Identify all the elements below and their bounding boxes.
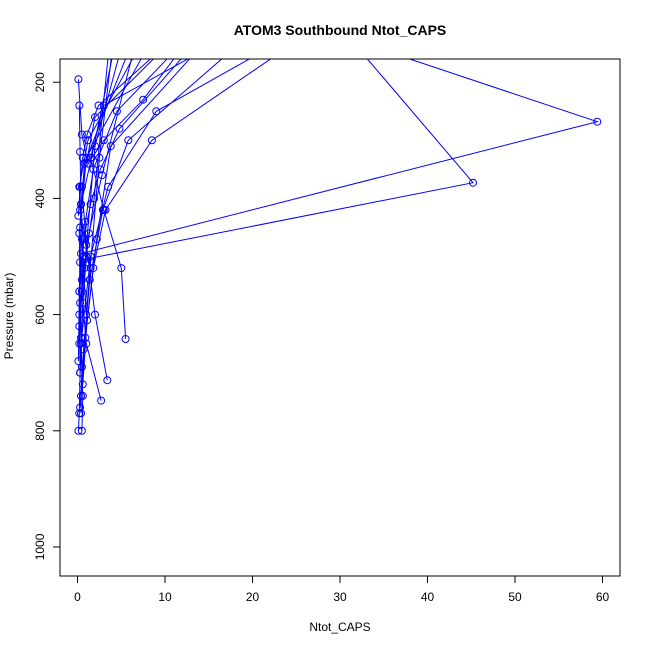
data-point: [86, 200, 95, 209]
profile-line-17: [77, 59, 152, 216]
data-point: [77, 200, 85, 209]
profile-line-7: [79, 59, 142, 401]
plot-frame: [59, 58, 621, 577]
chart-title: ATOM3 Southbound Ntot_CAPS: [234, 22, 447, 38]
data-point: [75, 101, 84, 110]
data-point: [147, 136, 156, 145]
data-layer: [74, 59, 602, 435]
data-point: [124, 136, 133, 145]
data-point: [76, 206, 85, 214]
data-point: [77, 130, 86, 139]
profile-line-20: [81, 59, 182, 280]
data-point: [74, 357, 83, 366]
y-tick-label: 400: [33, 188, 47, 208]
data-point: [101, 206, 110, 214]
data-point: [96, 165, 105, 174]
data-point: [77, 426, 86, 435]
y-tick-label: 800: [33, 420, 47, 440]
data-point: [115, 124, 124, 133]
x-axis-label: Ntot_CAPS: [309, 620, 370, 634]
data-point: [76, 403, 85, 412]
data-point: [97, 396, 106, 405]
x-tick-label: 50: [508, 590, 522, 604]
data-point: [87, 153, 96, 162]
data-point: [91, 310, 99, 319]
x-tick-label: 40: [421, 590, 435, 604]
data-point: [83, 130, 92, 139]
y-tick-label: 200: [33, 72, 47, 92]
y-tick-label: 1000: [33, 533, 47, 560]
data-point: [76, 368, 85, 377]
profile-line-13: [82, 59, 191, 385]
data-point: [75, 339, 84, 348]
data-point: [78, 380, 87, 389]
profile-line-6: [78, 59, 600, 327]
data-point: [117, 264, 126, 273]
profile-line-18: [78, 59, 132, 344]
data-point: [593, 117, 602, 126]
y-axis-label: Pressure (mbar): [2, 273, 16, 360]
data-point: [81, 333, 90, 342]
profile-line-4: [80, 59, 251, 431]
data-point: [79, 235, 88, 244]
data-point: [152, 107, 161, 116]
data-point: [77, 391, 85, 400]
data-point: [106, 142, 115, 151]
x-tick-label: 0: [74, 590, 81, 604]
x-tick-label: 30: [333, 590, 347, 604]
profile-line-5: [78, 59, 474, 373]
data-point: [79, 345, 88, 354]
data-point: [84, 136, 92, 145]
data-point: [85, 275, 94, 284]
y-tick-label: 600: [33, 304, 47, 324]
data-point: [75, 287, 84, 296]
data-point: [139, 95, 148, 104]
profile-line-9: [90, 59, 189, 340]
profile-line-19: [79, 59, 109, 373]
data-point: [103, 376, 112, 385]
axes-layer: 0 10 20 30 40 50 60 200 400 600 800 1000: [33, 72, 609, 604]
x-tick-label: 60: [596, 590, 610, 604]
data-point: [76, 182, 85, 191]
profile-line-1: [77, 59, 175, 165]
profile-line-16: [80, 59, 272, 396]
data-point: [76, 258, 85, 267]
data-point: [98, 206, 107, 214]
profile-line-14: [79, 59, 223, 408]
profile-line-15: [78, 59, 113, 292]
data-point: [469, 178, 477, 187]
data-point: [74, 211, 83, 220]
data-point: [77, 409, 85, 418]
data-point: [78, 299, 87, 307]
data-point: [74, 75, 83, 84]
data-point: [86, 264, 95, 273]
data-point: [90, 194, 99, 203]
x-tick-label: 10: [158, 590, 172, 604]
data-point: [77, 333, 85, 342]
data-point: [78, 153, 87, 162]
x-tick-label: 20: [246, 590, 260, 604]
data-point: [94, 101, 103, 110]
data-point: [77, 287, 86, 296]
data-point: [76, 299, 85, 307]
data-point: [89, 264, 98, 273]
data-point: [77, 275, 86, 284]
data-point: [121, 335, 130, 343]
